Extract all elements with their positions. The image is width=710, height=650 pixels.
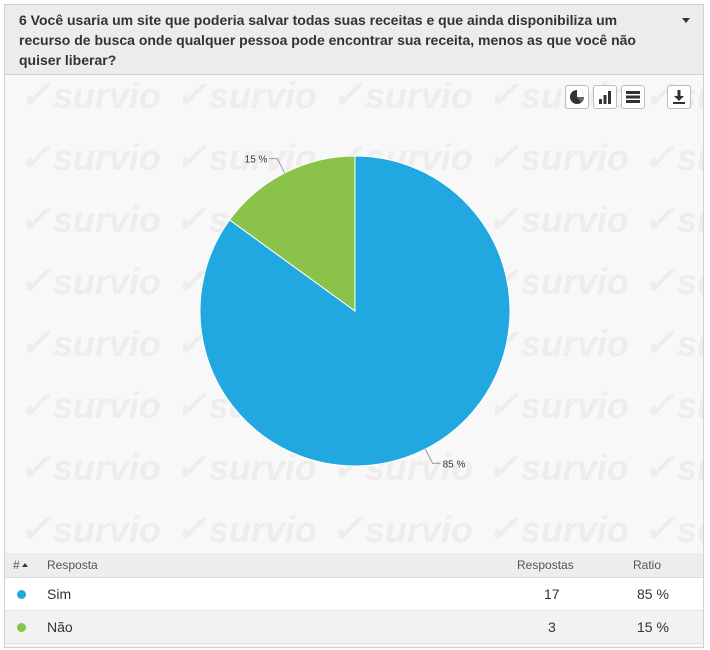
- watermark: ✓survio: [19, 385, 161, 427]
- watermark: ✓survio: [487, 385, 629, 427]
- table-row: Não 3 15 %: [5, 611, 703, 644]
- pie-chart: 85 % 15 %: [199, 155, 511, 470]
- label-connector: [269, 158, 286, 174]
- watermark: ✓survio: [487, 137, 629, 179]
- watermark: ✓survio: [331, 75, 473, 117]
- header-responses[interactable]: Respostas: [517, 558, 574, 572]
- watermark: ✓survio: [19, 323, 161, 365]
- watermark: ✓survio: [175, 447, 317, 489]
- watermark: ✓survio: [19, 509, 161, 551]
- watermark: ✓survio: [175, 75, 317, 117]
- question-panel: 6 Você usaria um site que poderia salvar…: [4, 4, 704, 648]
- responses-count: 17: [544, 586, 560, 602]
- sort-up-icon: [21, 563, 28, 567]
- download-button[interactable]: [667, 85, 691, 109]
- table-icon: [626, 91, 640, 103]
- bar-chart-icon: [599, 91, 611, 104]
- watermark: ✓survio: [643, 509, 703, 551]
- table-view-button[interactable]: [621, 85, 645, 109]
- watermark: ✓survio: [487, 199, 629, 241]
- ratio-value: 15 %: [637, 619, 669, 635]
- watermark: ✓survio: [487, 509, 629, 551]
- header-answer[interactable]: Resposta: [47, 558, 98, 572]
- watermark: ✓survio: [19, 199, 161, 241]
- watermark: ✓survio: [19, 447, 161, 489]
- watermark: ✓survio: [19, 75, 161, 117]
- watermark: ✓survio: [643, 323, 703, 365]
- results-table: # Resposta Respostas Ratio Sim 17 85 % N…: [5, 553, 703, 644]
- header-ratio[interactable]: Ratio: [633, 558, 662, 572]
- table-row: Sim 17 85 %: [5, 578, 703, 611]
- ratio-value: 85 %: [637, 586, 669, 602]
- question-header[interactable]: 6 Você usaria um site que poderia salvar…: [5, 5, 703, 75]
- watermark: ✓survio: [643, 447, 703, 489]
- data-label: 85 %: [443, 459, 466, 470]
- answer-label: Sim: [47, 586, 72, 602]
- pie-slice-n-o[interactable]: [228, 155, 356, 312]
- watermark: ✓survio: [487, 447, 629, 489]
- chevron-down-icon[interactable]: [679, 13, 693, 27]
- download-icon: [673, 90, 685, 104]
- data-label: 15 %: [245, 155, 268, 166]
- watermark: ✓survio: [19, 137, 161, 179]
- header-number[interactable]: #: [13, 553, 28, 577]
- question-text: 6 Você usaria um site que poderia salvar…: [19, 12, 636, 68]
- pie-chart-button[interactable]: [565, 85, 589, 109]
- watermark: ✓survio: [175, 137, 317, 179]
- watermark: ✓survio: [175, 509, 317, 551]
- pie-chart-icon: [570, 90, 584, 104]
- watermark: ✓survio: [643, 261, 703, 303]
- watermark: ✓survio: [19, 261, 161, 303]
- chart-area: ✓survio ✓survio ✓survio ✓survio ✓survio ✓surv…: [5, 75, 703, 553]
- watermark: ✓survio: [643, 199, 703, 241]
- watermark: ✓survio: [643, 385, 703, 427]
- bar-chart-button[interactable]: [593, 85, 617, 109]
- color-dot-icon: [17, 590, 26, 599]
- responses-count: 3: [548, 619, 556, 635]
- watermark: ✓survio: [331, 509, 473, 551]
- color-dot-icon: [17, 623, 26, 632]
- watermark: ✓survio: [643, 137, 703, 179]
- table-header: # Resposta Respostas Ratio: [5, 553, 703, 578]
- answer-label: Não: [47, 619, 73, 635]
- label-connector: [424, 448, 441, 464]
